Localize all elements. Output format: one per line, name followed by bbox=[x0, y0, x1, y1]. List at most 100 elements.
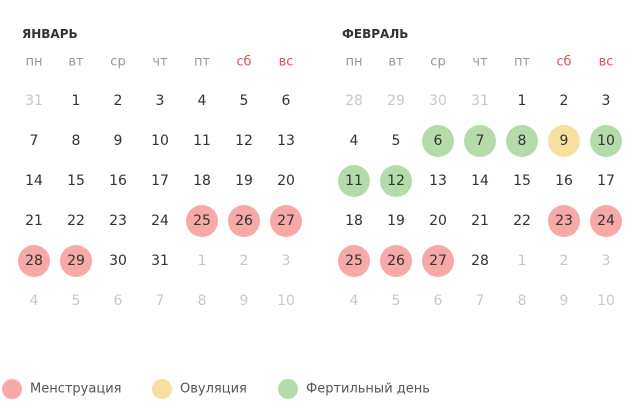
day: 29 bbox=[67, 253, 85, 269]
day-marker bbox=[60, 245, 92, 277]
day: 30 bbox=[109, 253, 127, 269]
day: 30 bbox=[429, 93, 447, 109]
day: 22 bbox=[513, 213, 531, 229]
legend-label: Фертильный день bbox=[306, 382, 430, 397]
weekday: сб bbox=[556, 55, 571, 70]
day: 4 bbox=[30, 293, 39, 309]
day: 19 bbox=[235, 173, 253, 189]
weekday: вс bbox=[279, 55, 294, 70]
day: 9 bbox=[560, 293, 569, 309]
day: 1 bbox=[518, 93, 527, 109]
weekday: пн bbox=[26, 55, 43, 70]
day: 9 bbox=[560, 133, 569, 149]
day: 25 bbox=[345, 253, 363, 269]
day: 27 bbox=[277, 213, 295, 229]
weekday: сб bbox=[236, 55, 251, 70]
day: 2 bbox=[560, 253, 569, 269]
day: 26 bbox=[235, 213, 253, 229]
day: 6 bbox=[434, 133, 443, 149]
day-marker bbox=[506, 125, 538, 157]
day-marker bbox=[338, 165, 370, 197]
day: 13 bbox=[429, 173, 447, 189]
day: 9 bbox=[240, 293, 249, 309]
day: 14 bbox=[25, 173, 43, 189]
day-marker bbox=[590, 205, 622, 237]
day: 3 bbox=[282, 253, 291, 269]
day: 21 bbox=[471, 213, 489, 229]
day: 17 bbox=[597, 173, 615, 189]
month-title: ФЕВРАЛЬ bbox=[342, 27, 408, 41]
weekday: ср bbox=[430, 55, 445, 70]
day: 21 bbox=[25, 213, 43, 229]
day-marker bbox=[548, 125, 580, 157]
day: 24 bbox=[151, 213, 169, 229]
weekday: чт bbox=[472, 55, 488, 70]
legend-swatch bbox=[2, 379, 22, 399]
day: 25 bbox=[193, 213, 211, 229]
day: 18 bbox=[193, 173, 211, 189]
day: 8 bbox=[72, 133, 81, 149]
weekday: ср bbox=[110, 55, 125, 70]
weekday: вт bbox=[388, 55, 404, 70]
day-marker bbox=[590, 125, 622, 157]
day: 28 bbox=[471, 253, 489, 269]
day: 7 bbox=[156, 293, 165, 309]
day: 24 bbox=[597, 213, 615, 229]
day: 7 bbox=[30, 133, 39, 149]
day: 2 bbox=[240, 253, 249, 269]
day: 10 bbox=[597, 293, 615, 309]
day: 4 bbox=[350, 293, 359, 309]
day: 20 bbox=[277, 173, 295, 189]
day: 31 bbox=[25, 93, 43, 109]
weekday: вт bbox=[68, 55, 84, 70]
day: 16 bbox=[109, 173, 127, 189]
day: 12 bbox=[387, 173, 405, 189]
day: 8 bbox=[198, 293, 207, 309]
day: 27 bbox=[429, 253, 447, 269]
day: 15 bbox=[67, 173, 85, 189]
day: 5 bbox=[392, 133, 401, 149]
day: 28 bbox=[345, 93, 363, 109]
legend-label: Менструация bbox=[30, 382, 121, 397]
day-marker bbox=[338, 245, 370, 277]
day: 1 bbox=[72, 93, 81, 109]
day: 7 bbox=[476, 133, 485, 149]
day: 26 bbox=[387, 253, 405, 269]
day-marker bbox=[422, 245, 454, 277]
weekday: вс bbox=[599, 55, 614, 70]
month-title: ЯНВАРЬ bbox=[22, 27, 78, 41]
day-marker bbox=[18, 245, 50, 277]
day-marker bbox=[464, 125, 496, 157]
day: 10 bbox=[151, 133, 169, 149]
weekday: пн bbox=[346, 55, 363, 70]
weekday: чт bbox=[152, 55, 168, 70]
day-marker bbox=[380, 245, 412, 277]
day: 14 bbox=[471, 173, 489, 189]
day: 13 bbox=[277, 133, 295, 149]
day: 23 bbox=[109, 213, 127, 229]
day: 17 bbox=[151, 173, 169, 189]
day: 3 bbox=[602, 253, 611, 269]
day: 22 bbox=[67, 213, 85, 229]
day: 9 bbox=[114, 133, 123, 149]
day-marker bbox=[186, 205, 218, 237]
day: 15 bbox=[513, 173, 531, 189]
day: 18 bbox=[345, 213, 363, 229]
day: 4 bbox=[198, 93, 207, 109]
day: 11 bbox=[193, 133, 211, 149]
day: 6 bbox=[282, 93, 291, 109]
day: 11 bbox=[345, 173, 363, 189]
day: 19 bbox=[387, 213, 405, 229]
day: 2 bbox=[114, 93, 123, 109]
day: 2 bbox=[560, 93, 569, 109]
weekday: пт bbox=[194, 55, 210, 70]
day: 23 bbox=[555, 213, 573, 229]
day: 6 bbox=[114, 293, 123, 309]
day: 28 bbox=[25, 253, 43, 269]
day-marker bbox=[270, 205, 302, 237]
legend-swatch bbox=[278, 379, 298, 399]
day: 10 bbox=[597, 133, 615, 149]
day: 1 bbox=[518, 253, 527, 269]
day-marker bbox=[422, 125, 454, 157]
